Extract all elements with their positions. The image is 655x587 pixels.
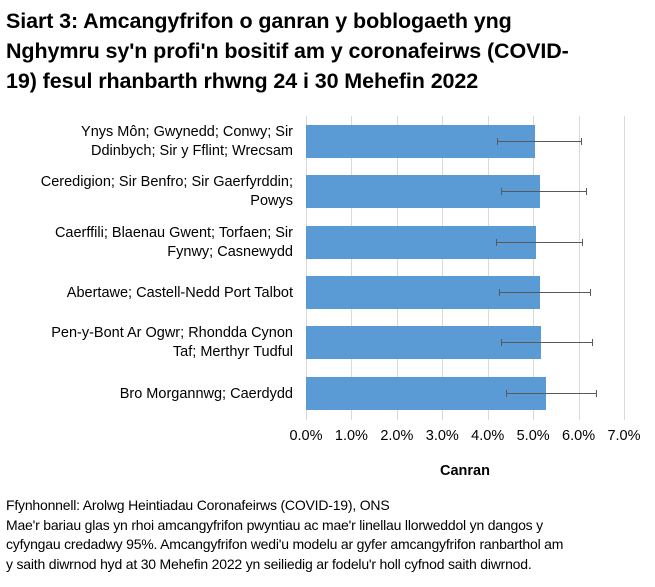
error-bar-cap (592, 339, 594, 346)
gridline (578, 116, 580, 420)
error-bar-cap (506, 390, 508, 397)
error-bar-cap (500, 339, 502, 346)
x-axis-label: Canran (440, 463, 490, 479)
chart-title: Siart 3: Amcangyfrifon o ganran y boblog… (6, 6, 651, 96)
error-bar-cap (595, 390, 597, 397)
category-label: Abertawe; Castell-Nedd Port Talbot (66, 284, 293, 301)
bar (306, 125, 536, 158)
x-tick-label: 7.0% (607, 428, 641, 444)
x-tick-label: 4.0% (471, 428, 505, 444)
category-label: Bro Morgannwg; Caerdydd (119, 385, 293, 402)
error-bar-cap (495, 239, 497, 246)
error-bar-cap (590, 289, 592, 296)
gridline (442, 116, 444, 420)
title-line: 19) fesul rhanbarth rhwng 24 i 30 Mehefi… (6, 69, 479, 93)
source-note: Ffynhonnell: Arolwg Heintiadau Coronafei… (6, 497, 390, 513)
category-label: Ynys Môn; Gwynedd; Conwy; Sir Ddinbych; S… (81, 124, 293, 159)
x-tick-label: 0.0% (289, 428, 323, 444)
title-line: Nghymru sy'n profi'n bositif am y corona… (6, 39, 569, 63)
error-bar (495, 242, 583, 243)
chart-footer: Ffynhonnell: Arolwg Heintiadau Coronafei… (6, 496, 651, 574)
gridline (396, 116, 398, 420)
plot-area (306, 116, 625, 420)
gridline (306, 116, 307, 420)
footnote-line: y saith diwrnod hyd at 30 Mehefin 2022 y… (6, 555, 532, 572)
category-label: Ceredigion; Sir Benfro; Sir Gaerfyrddin;… (40, 174, 293, 209)
error-bar (506, 393, 596, 394)
category-label: Caerffili; Blaenau Gwent; Torfaen; Sir Fy… (54, 225, 293, 260)
error-bar-cap (582, 239, 584, 246)
title-line: Siart 3: Amcangyfrifon o ganran y boblog… (6, 9, 512, 33)
error-bar (498, 292, 591, 293)
x-tick-label: 6.0% (562, 428, 596, 444)
gridline (487, 116, 489, 420)
error-bar (500, 342, 593, 343)
footnote-line: Mae'r bariau glas yn rhoi amcangyfrifon … (6, 516, 543, 533)
bar (306, 377, 547, 410)
error-bar (500, 191, 587, 192)
x-tick-label: 2.0% (380, 428, 414, 444)
error-bar (497, 141, 582, 142)
error-bar-cap (498, 289, 500, 296)
x-tick-label: 5.0% (516, 428, 550, 444)
error-bar-cap (586, 188, 588, 195)
x-tick-label: 3.0% (425, 428, 459, 444)
category-label: Pen-y-Bont Ar Ogwr; Rhondda Cynon Taf; Me… (51, 325, 293, 360)
gridline (351, 116, 353, 420)
x-tick-label: 1.0% (334, 428, 368, 444)
gridline (533, 116, 535, 420)
error-bar-cap (581, 138, 583, 145)
error-bar-cap (500, 188, 502, 195)
error-bar-cap (497, 138, 499, 145)
gridline (624, 116, 625, 420)
footnote-line: cyfyngau credadwy 95%. Amcangyfrifon wed… (6, 536, 564, 552)
